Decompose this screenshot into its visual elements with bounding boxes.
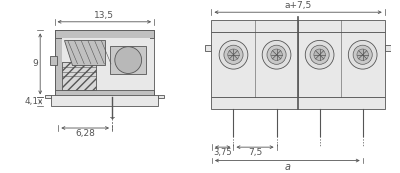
Bar xyxy=(54,30,154,38)
Text: a+7,5: a+7,5 xyxy=(284,1,312,10)
Bar xyxy=(205,45,212,51)
Circle shape xyxy=(115,47,142,74)
Bar xyxy=(158,94,164,98)
Bar xyxy=(62,38,150,90)
Circle shape xyxy=(305,40,334,69)
Bar xyxy=(110,46,146,74)
Circle shape xyxy=(219,40,248,69)
Circle shape xyxy=(267,45,286,64)
Circle shape xyxy=(262,40,291,69)
Bar xyxy=(54,30,154,97)
Circle shape xyxy=(314,49,325,61)
Text: 9: 9 xyxy=(32,59,38,68)
Bar xyxy=(51,95,158,106)
Circle shape xyxy=(353,45,372,64)
Circle shape xyxy=(271,49,282,61)
Bar xyxy=(54,90,154,97)
Polygon shape xyxy=(64,40,105,65)
Bar xyxy=(385,45,391,51)
Circle shape xyxy=(224,45,243,64)
Text: 6,28: 6,28 xyxy=(75,129,95,138)
Circle shape xyxy=(357,49,368,61)
Bar xyxy=(50,56,58,65)
Circle shape xyxy=(228,49,239,61)
Circle shape xyxy=(310,45,329,64)
Text: 3,75: 3,75 xyxy=(214,148,232,157)
Circle shape xyxy=(348,40,377,69)
Text: 7,5: 7,5 xyxy=(248,148,262,157)
Bar xyxy=(212,32,385,97)
Bar xyxy=(54,30,62,97)
Bar xyxy=(45,94,51,98)
Bar xyxy=(212,20,385,32)
Bar xyxy=(212,97,385,109)
Text: a: a xyxy=(284,162,290,171)
Text: 4,1: 4,1 xyxy=(24,97,38,106)
Bar xyxy=(62,62,96,90)
Text: 13,5: 13,5 xyxy=(94,11,114,20)
